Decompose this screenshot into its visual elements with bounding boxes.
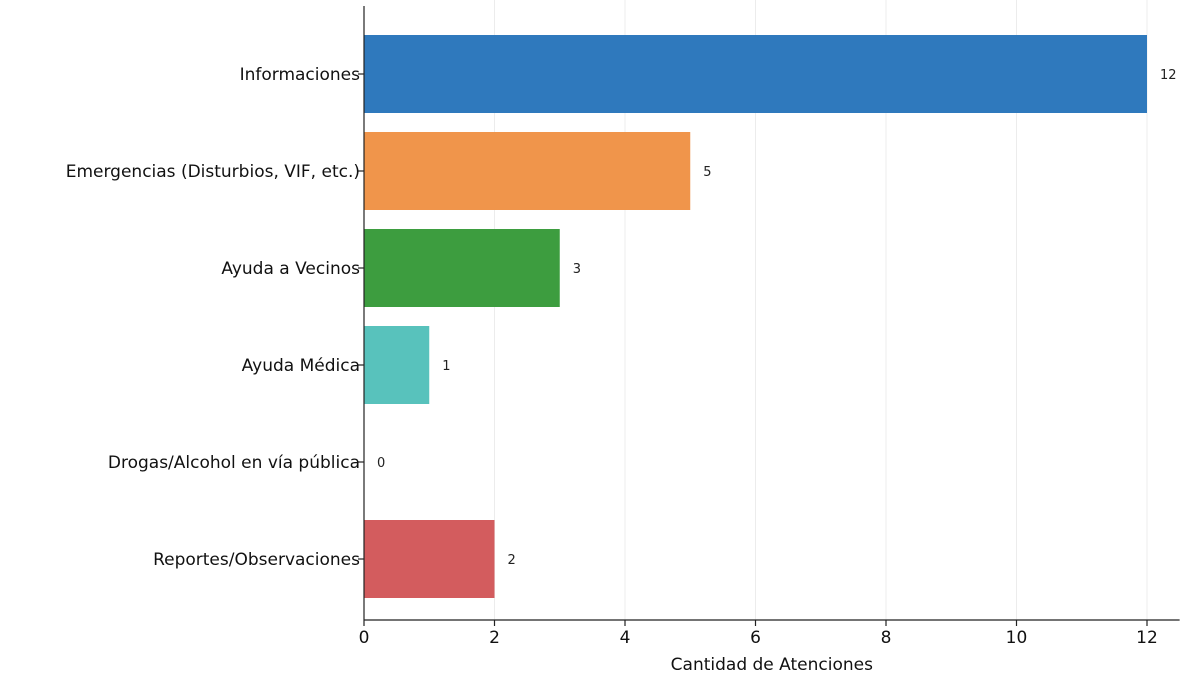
x-tick-label: 6 xyxy=(750,628,761,648)
axes xyxy=(363,6,1180,621)
x-tick-label: 8 xyxy=(881,628,892,648)
x-tick-label: 2 xyxy=(489,628,500,648)
data-label: 12 xyxy=(1160,68,1177,83)
bars xyxy=(364,35,1147,598)
x-tick-label: 4 xyxy=(620,628,631,648)
x-tick-label: 0 xyxy=(359,628,370,648)
bar-4 xyxy=(364,326,430,404)
x-tick-label: 12 xyxy=(1136,628,1158,648)
category-label: Ayuda Médica xyxy=(242,356,360,376)
category-label: Informaciones xyxy=(240,65,361,85)
bar-1 xyxy=(364,35,1147,113)
data-labels: 12 5 3 1 0 2 xyxy=(377,68,1177,568)
category-labels: Informaciones Emergencias (Disturbios, VI… xyxy=(66,65,360,570)
x-tick-label: 10 xyxy=(1006,628,1028,648)
data-label: 3 xyxy=(573,262,581,277)
category-label: Ayuda a Vecinos xyxy=(221,259,360,279)
x-ticks: 0 2 4 6 8 10 12 xyxy=(358,73,1158,648)
data-label: 5 xyxy=(703,165,711,180)
category-label: Drogas/Alcohol en vía pública xyxy=(108,453,360,473)
category-label: Emergencias (Disturbios, VIF, etc.) xyxy=(66,162,360,182)
data-label: 1 xyxy=(442,359,450,374)
data-label: 2 xyxy=(508,553,516,568)
category-label: Reportes/Observaciones xyxy=(153,550,360,570)
x-axis-title: Cantidad de Atenciones xyxy=(671,655,873,675)
bar-2 xyxy=(364,132,691,210)
bar-6 xyxy=(364,520,495,598)
data-label: 0 xyxy=(377,456,385,471)
bar-3 xyxy=(364,229,560,307)
